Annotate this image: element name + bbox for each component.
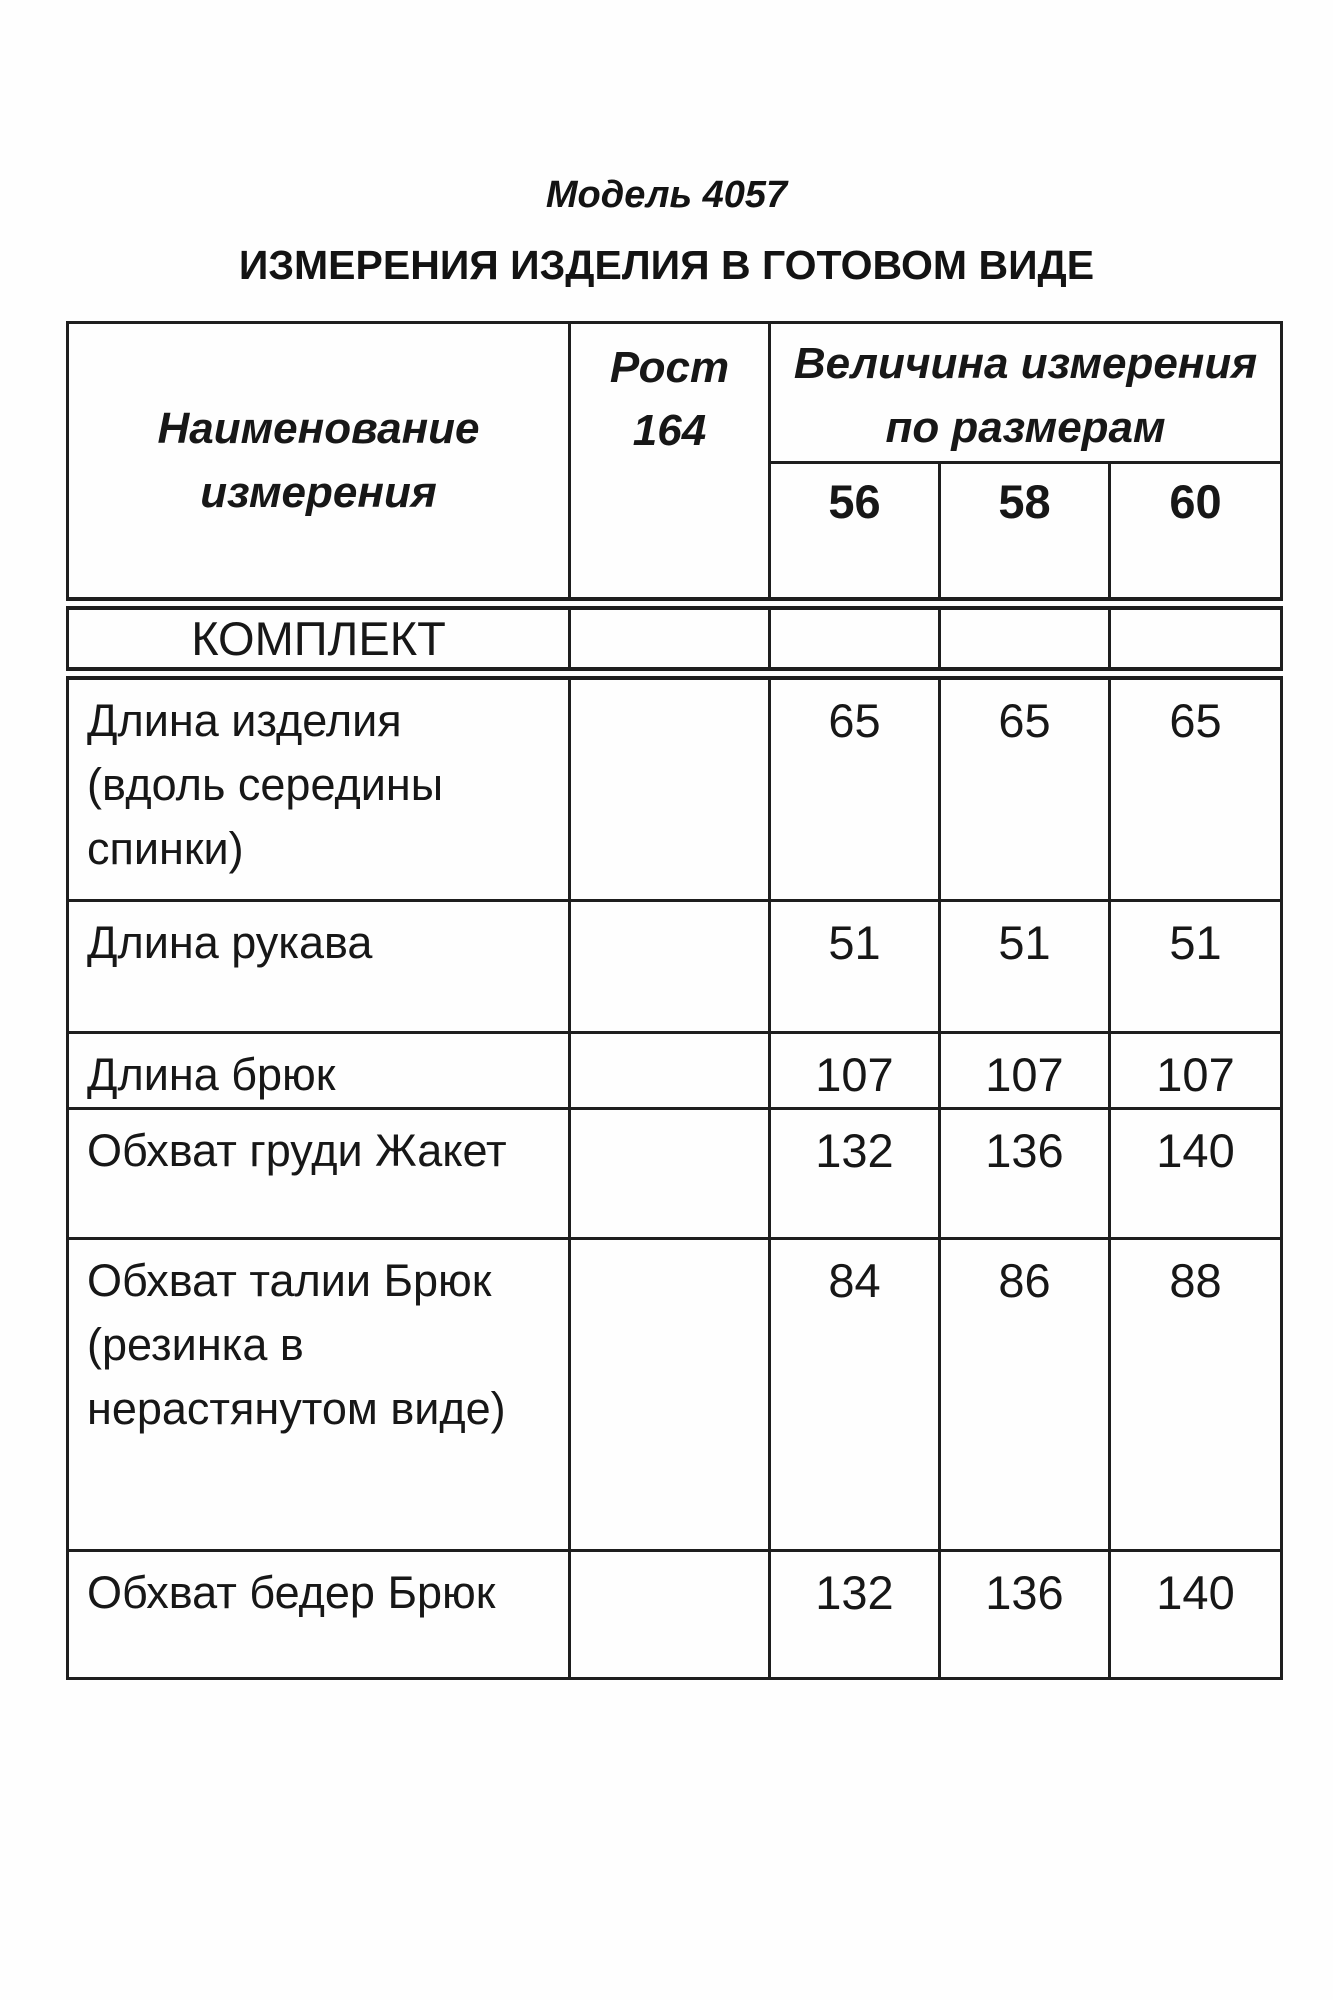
size-col-60: 60 — [1107, 461, 1284, 605]
table-row-dlina-rukava: Длина рукава 51 51 51 — [66, 899, 1284, 1034]
size-col-56: 56 — [768, 461, 941, 605]
value-cell: 65 — [768, 672, 941, 902]
empty-cell — [568, 672, 771, 902]
empty-cell — [938, 597, 1111, 680]
empty-cell — [568, 1031, 771, 1110]
header-measurement-name: Наименование измерения — [66, 321, 571, 605]
table-row-obkhvat-grudi: Обхват груди Жакет 132 136 140 — [66, 1107, 1284, 1240]
header-row: Наименование измерения Рост 164 Величина… — [66, 321, 1284, 605]
table-row-obkhvat-beder: Обхват бедер Брюк 132 136 140 — [66, 1549, 1284, 1680]
table-row-dlina-bryuk: Длина брюк 107 107 107 — [66, 1031, 1284, 1110]
value-cell: 107 — [1107, 1031, 1284, 1110]
value-cell: 132 — [768, 1549, 941, 1680]
header-name-line1: Наименование — [157, 403, 480, 453]
value-cell: 84 — [768, 1237, 941, 1552]
row-label: Длина рукава — [66, 899, 571, 1034]
empty-cell — [568, 899, 771, 1034]
row-label: Длина брюк — [66, 1031, 571, 1110]
header-height-164: Рост 164 — [568, 321, 771, 605]
empty-cell — [1107, 597, 1284, 680]
empty-cell — [568, 1107, 771, 1240]
value-cell: 107 — [768, 1031, 941, 1110]
value-cell: 140 — [1107, 1107, 1284, 1240]
header-velichina-line1: Величина измерения — [793, 339, 1258, 388]
header-rost-line2: 164 — [632, 406, 707, 455]
value-cell: 136 — [938, 1107, 1111, 1240]
value-cell: 132 — [768, 1107, 941, 1240]
header-name-line2: измерения — [200, 467, 437, 517]
header-measurement-values: Величина измерения по размерам — [767, 321, 1284, 464]
page-subtitle: ИЗМЕРЕНИЯ ИЗДЕЛИЯ В ГОТОВОМ ВИДЕ — [238, 242, 1095, 288]
page-title: Модель 4057 — [545, 174, 788, 216]
value-cell: 51 — [1107, 899, 1284, 1034]
empty-cell — [568, 1549, 771, 1680]
value-cell: 107 — [938, 1031, 1111, 1110]
value-cell: 136 — [938, 1549, 1111, 1680]
empty-cell — [768, 597, 941, 680]
section-row-komplekt: КОМПЛЕКТ — [66, 597, 1284, 680]
value-cell: 65 — [1107, 672, 1284, 902]
row-label: Обхват бедер Брюк — [66, 1549, 571, 1680]
empty-cell — [568, 597, 771, 680]
section-label: КОМПЛЕКТ — [66, 597, 571, 680]
measurements-table: Наименование измерения Рост 164 Величина… — [66, 321, 1284, 1680]
table-row-dlina-izdeliya: Длина изделия (вдоль середины спинки) 65… — [66, 672, 1284, 902]
value-cell: 65 — [938, 672, 1111, 902]
value-cell: 51 — [938, 899, 1111, 1034]
row-label: Обхват талии Брюк (резинка в нерастянуто… — [66, 1237, 571, 1552]
value-cell: 140 — [1107, 1549, 1284, 1680]
table-row-obkhvat-talii: Обхват талии Брюк (резинка в нерастянуто… — [66, 1237, 1284, 1552]
value-cell: 51 — [768, 899, 941, 1034]
value-cell: 88 — [1107, 1237, 1284, 1552]
row-label: Обхват груди Жакет — [66, 1107, 571, 1240]
empty-cell — [568, 1237, 771, 1552]
size-col-58: 58 — [938, 461, 1111, 605]
row-label: Длина изделия (вдоль середины спинки) — [66, 672, 571, 902]
sizes-row: 56 58 60 — [68, 461, 1284, 605]
value-cell: 86 — [938, 1237, 1111, 1552]
header-rost-line1: Рост — [609, 343, 730, 392]
header-velichina-line2: по размерам — [885, 403, 1166, 452]
